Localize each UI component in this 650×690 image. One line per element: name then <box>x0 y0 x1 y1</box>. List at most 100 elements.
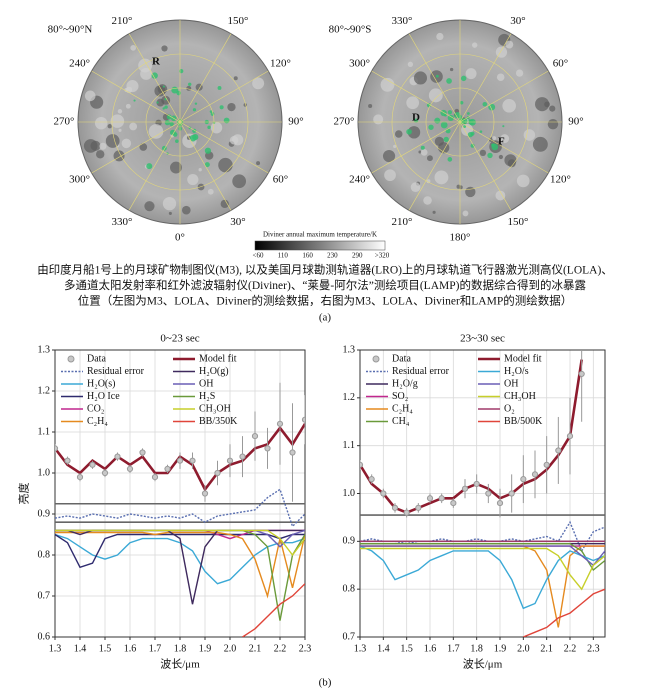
graticule <box>179 70 269 123</box>
ice-spot <box>188 82 192 86</box>
graticule <box>408 33 461 123</box>
y-tick-label: 1.2 <box>38 385 51 396</box>
crater <box>465 68 477 80</box>
angle-label: 180° <box>450 232 471 244</box>
y-tick-label: 1.1 <box>38 426 51 437</box>
crater <box>220 199 229 209</box>
crater <box>413 71 428 85</box>
data-point <box>126 465 134 472</box>
crater <box>229 135 239 145</box>
crater <box>498 154 504 160</box>
crater <box>479 149 487 157</box>
data-point <box>251 433 259 440</box>
caption-line: 由印度月船1号上的月球矿物制图仪(M3), 以及美国月球勘测轨道器(LRO)上的… <box>37 263 613 277</box>
panel-label: (a) <box>319 312 332 324</box>
ice-spot <box>434 117 441 124</box>
colorbar-label: 230 <box>327 252 338 260</box>
x-tick-label: 2.1 <box>249 643 262 654</box>
crater <box>428 88 443 103</box>
angle-label: 270° <box>334 116 355 128</box>
graticule <box>459 121 549 174</box>
data-point <box>508 490 515 497</box>
angle-label: 240° <box>69 58 90 70</box>
legend-label: H₂O Ice <box>87 391 120 402</box>
crater <box>125 103 131 109</box>
legend-label: CH₃OH <box>504 391 536 402</box>
y-tick-label: 0.9 <box>38 508 51 519</box>
legend-label: H₂S <box>199 391 215 402</box>
legend-label: CH₃OH <box>199 403 231 414</box>
x-tick-label: 1.3 <box>354 643 367 654</box>
angle-label: 240° <box>349 174 370 186</box>
x-tick-label: 1.7 <box>447 643 460 654</box>
angle-label: 120° <box>270 58 291 70</box>
ice-spot <box>470 143 475 148</box>
crater <box>393 144 397 148</box>
angle-label: 300° <box>69 174 90 186</box>
ice-spot <box>194 102 198 105</box>
ice-spot <box>447 157 453 162</box>
ice-spot <box>164 105 168 109</box>
x-tick-label: 2.1 <box>540 643 553 654</box>
legend-label: O₂ <box>504 403 515 414</box>
data-point <box>226 457 234 464</box>
colorbar <box>254 240 386 251</box>
x-tick-label: 1.6 <box>124 643 137 654</box>
series-line <box>55 529 305 557</box>
x-tick-label: 1.4 <box>74 643 87 654</box>
ice-spot <box>209 110 213 114</box>
angle-label: 90° <box>568 116 583 128</box>
crater <box>94 116 108 130</box>
data-point <box>89 461 96 468</box>
angle-label: 60° <box>553 58 568 70</box>
ice-spot <box>447 114 454 122</box>
crater <box>423 196 432 205</box>
legend-label: CO₂ <box>87 403 104 414</box>
x-tick-label: 1.9 <box>199 643 212 654</box>
crater <box>129 122 138 131</box>
graticule <box>371 70 461 123</box>
crater <box>410 182 421 192</box>
ice-spot <box>446 78 452 84</box>
x-tick-label: 1.5 <box>400 643 413 654</box>
y-tick-label: 0.9 <box>343 536 356 547</box>
ice-spot <box>444 113 447 117</box>
y-tick-label: 1.2 <box>343 392 356 403</box>
legend-label: Data <box>87 353 106 364</box>
crater <box>118 128 122 132</box>
graticule <box>128 33 181 123</box>
data-point <box>438 495 445 502</box>
data-point <box>531 471 539 478</box>
ice-spot <box>156 101 159 104</box>
series-line <box>360 547 605 591</box>
data-point <box>496 499 504 507</box>
series-line <box>55 533 305 569</box>
crater <box>373 114 384 125</box>
graticule <box>459 70 549 123</box>
x-axis-label: 波长/μm <box>463 658 503 671</box>
crater <box>139 143 148 151</box>
legend-symbol <box>67 355 75 363</box>
site-marker: D <box>412 112 420 124</box>
series-line <box>360 520 605 553</box>
ice-spot <box>459 101 464 105</box>
legend-label: BB/350K <box>199 416 238 427</box>
crater <box>170 161 182 174</box>
series-line <box>360 543 605 572</box>
legend-label: C₂H₄ <box>392 403 413 414</box>
x-tick-label: 2.2 <box>564 643 577 654</box>
ice-spot <box>189 134 197 142</box>
crater <box>140 67 153 80</box>
crater <box>368 103 373 109</box>
data-point <box>64 457 71 464</box>
angle-label: 90° <box>288 116 303 128</box>
crater <box>432 210 436 214</box>
angle-label: 210° <box>112 15 133 27</box>
graticule <box>128 121 181 211</box>
chart-title: 0~23 sec <box>160 333 199 345</box>
legend-label: SO₂ <box>392 391 408 402</box>
angle-label: 120° <box>550 174 571 186</box>
legend-label: Model fit <box>504 353 542 364</box>
crater <box>252 77 265 90</box>
data-point <box>151 474 159 481</box>
